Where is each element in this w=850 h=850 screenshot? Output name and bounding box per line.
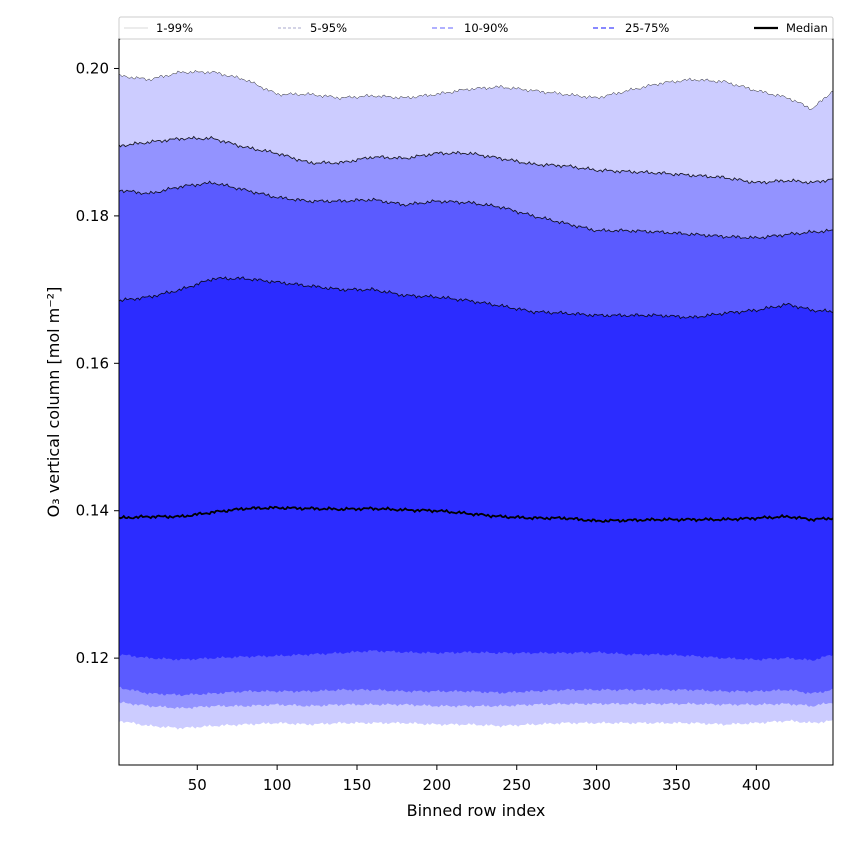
y-tick-label-4: 0.20	[76, 59, 109, 77]
band-25-75%-upper-edge	[119, 276, 833, 320]
x-tick-label-400: 400	[742, 776, 771, 794]
y-tick-label-1: 0.14	[76, 502, 109, 520]
y-axis: 0.12 0.14 0.16 0.18 0.20	[76, 59, 119, 667]
x-tick-label-200: 200	[423, 776, 452, 794]
legend-label-Median: Median	[786, 21, 828, 35]
y-axis-label: O₃ vertical column [mol m⁻²]	[44, 287, 63, 518]
legend-label-25-75%: 25-75%	[625, 21, 669, 35]
x-tick-label-150: 150	[343, 776, 372, 794]
x-tick-label-250: 250	[502, 776, 531, 794]
legend-label-5-95%: 5-95%	[310, 21, 347, 35]
legend-label-1-99%: 1-99%	[156, 21, 193, 35]
plot-area	[118, 38, 834, 766]
median-line	[119, 505, 833, 523]
band-1-99%-upper-edge	[119, 70, 833, 110]
band-25-75%-fill	[119, 276, 833, 661]
lines-layer	[119, 70, 833, 523]
band-5-95%-upper-edge	[119, 135, 833, 185]
x-tick-label-100: 100	[263, 776, 292, 794]
x-tick-label-350: 350	[662, 776, 691, 794]
bands-layer	[119, 70, 833, 730]
legend-label-10-90%: 10-90%	[464, 21, 508, 35]
y-tick-label-0: 0.12	[76, 649, 109, 667]
x-axis: 50 100 150 200 250 300 350 400	[188, 765, 771, 794]
band-10-90%-upper-edge	[119, 180, 833, 240]
legend: 1-99% 5-95% 10-90% 25-75% Median	[118, 16, 834, 40]
y-tick-label-3: 0.18	[76, 207, 109, 225]
x-axis-label: Binned row index	[407, 801, 546, 820]
x-tick-label-50: 50	[188, 776, 207, 794]
y-tick-label-2: 0.16	[76, 354, 109, 372]
legend-box	[118, 16, 834, 40]
x-tick-label-300: 300	[582, 776, 611, 794]
